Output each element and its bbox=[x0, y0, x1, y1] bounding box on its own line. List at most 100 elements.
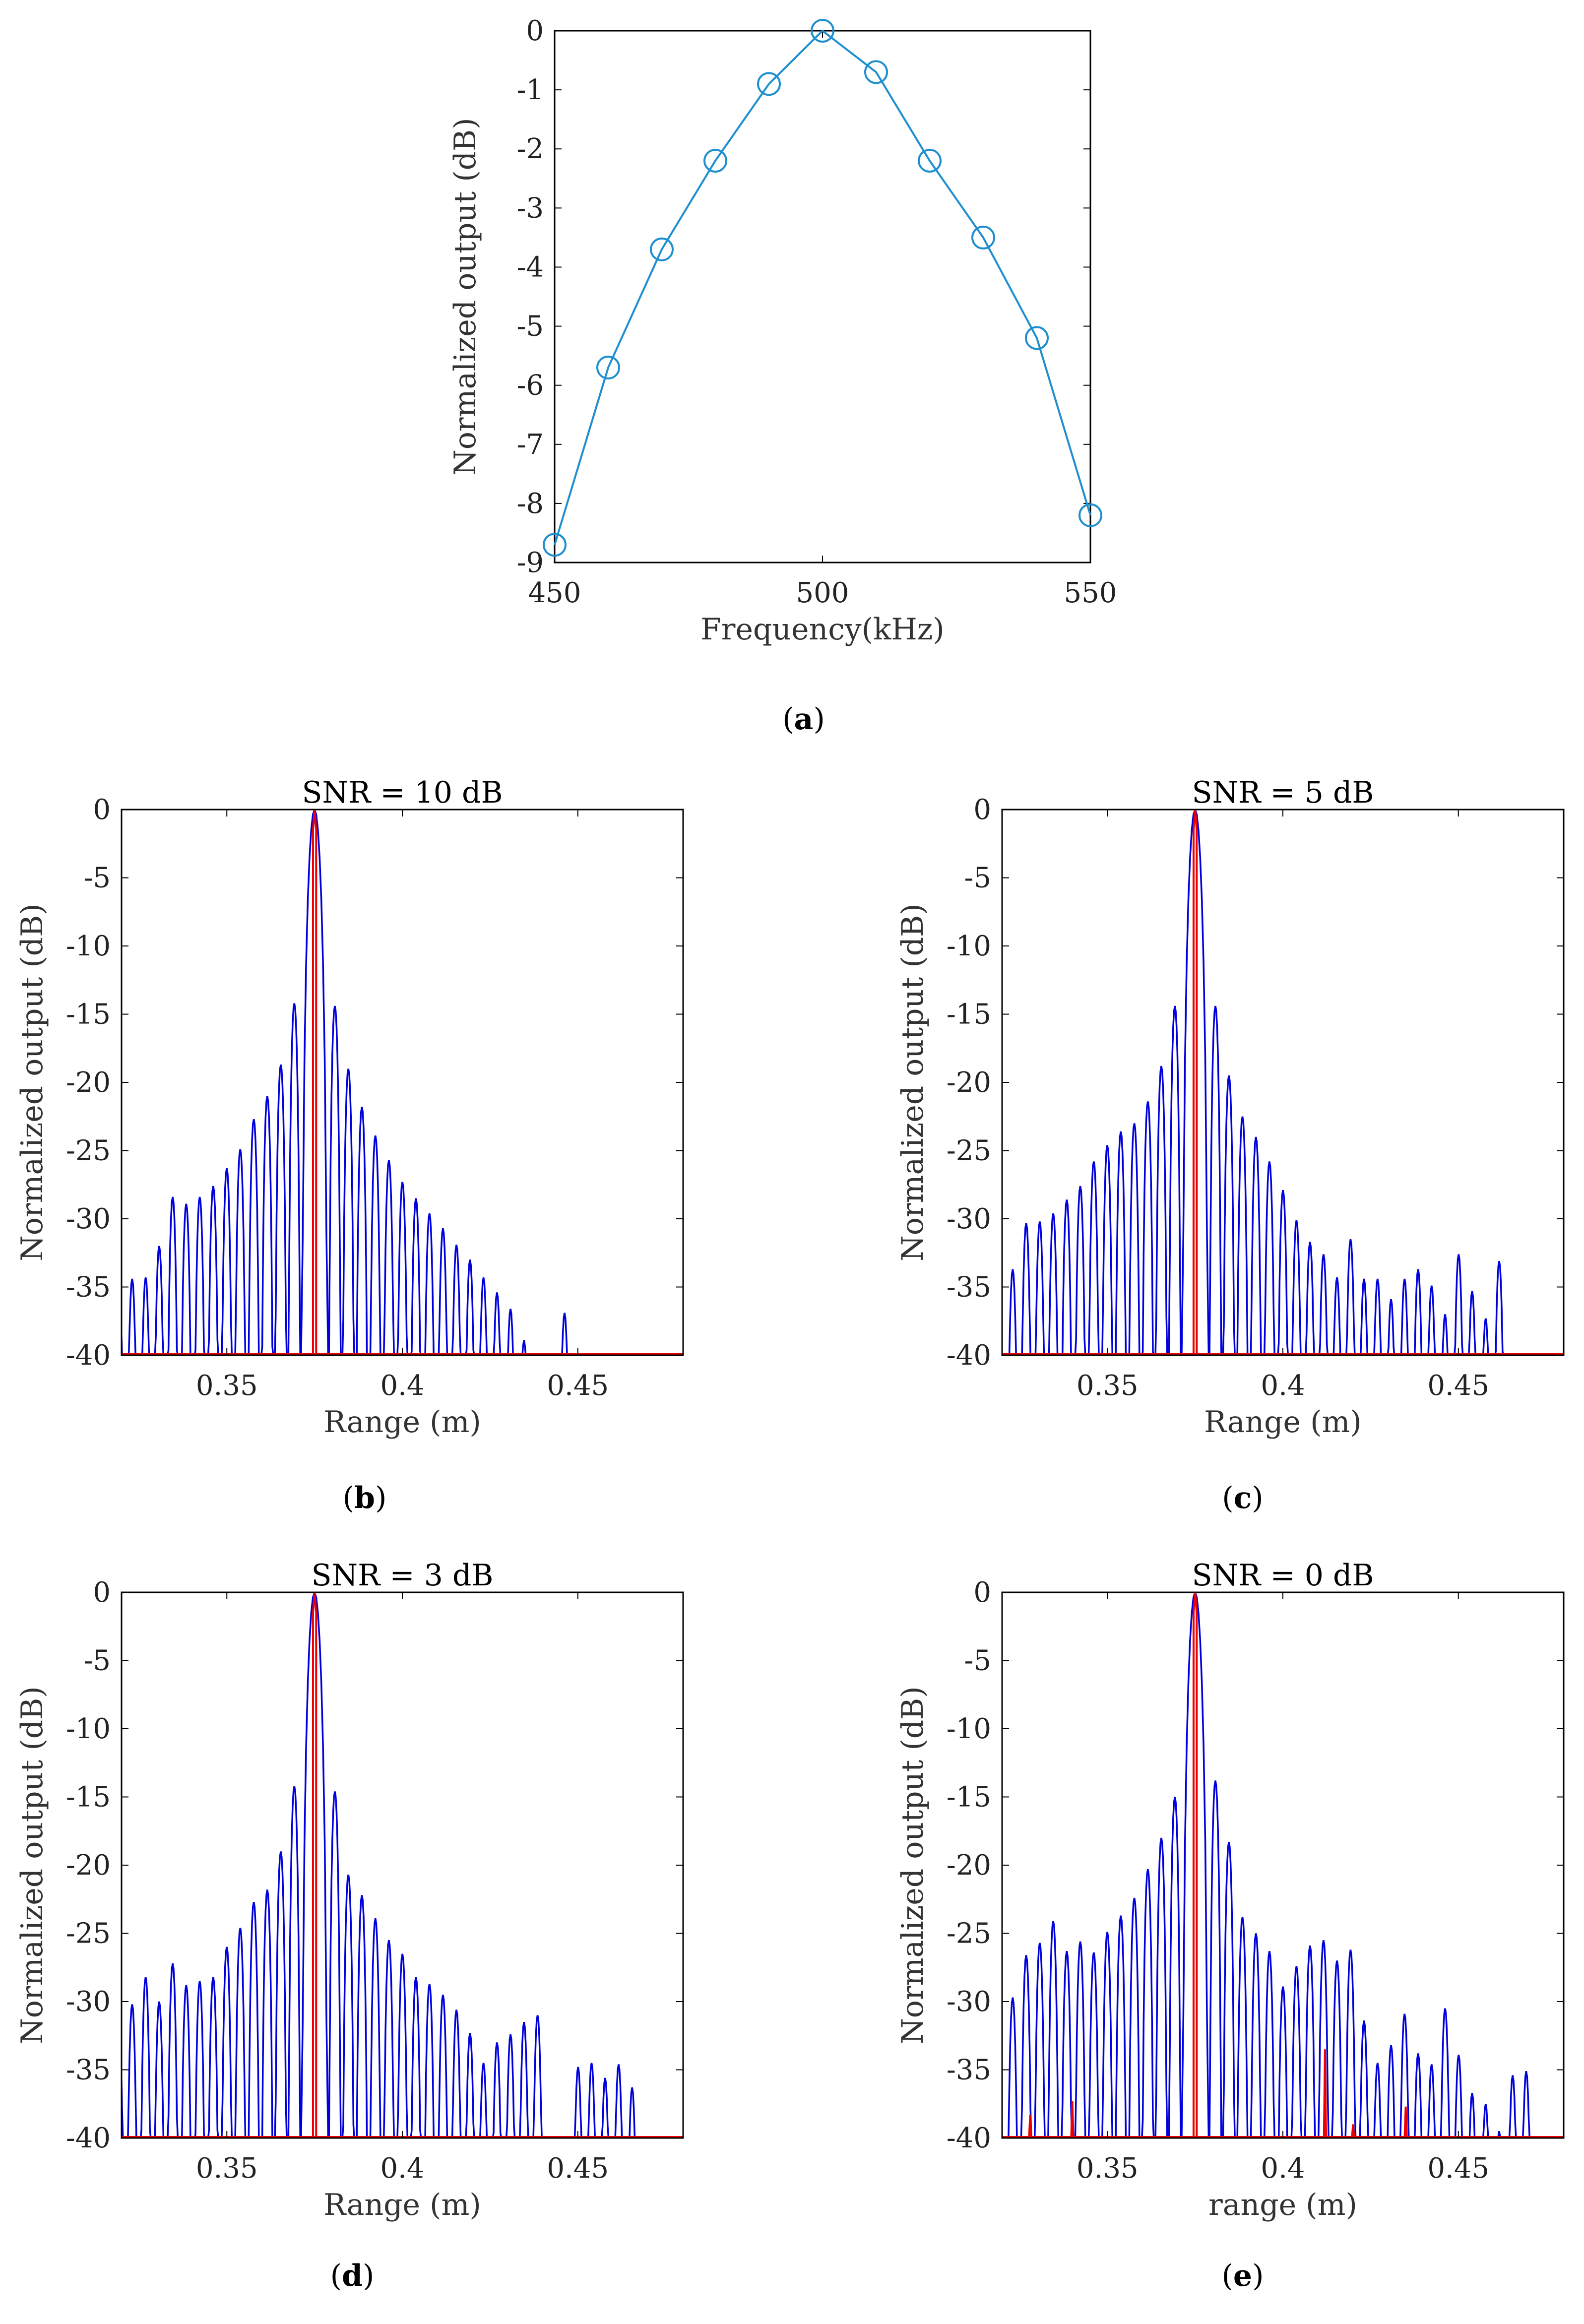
chart-a-caption-letter: a bbox=[794, 702, 814, 737]
chart-e-sidelobe bbox=[1519, 2071, 1533, 2138]
chart-e-ytick-label: -10 bbox=[947, 1713, 991, 1745]
chart-a-data-point bbox=[918, 149, 942, 173]
chart-c-sidelobe bbox=[1168, 1005, 1182, 1355]
chart-d-sidelobe bbox=[355, 1895, 369, 2138]
chart-a-data-point bbox=[1078, 503, 1102, 527]
chart-b-xlabel: Range (m) bbox=[323, 1405, 481, 1440]
chart-d-caption-paren: ( bbox=[330, 2259, 342, 2293]
chart-d-sidelobe bbox=[477, 2063, 491, 2138]
chart-a-ytick-label: -1 bbox=[516, 74, 544, 106]
chart-b-axes-frame bbox=[121, 809, 684, 1356]
chart-b-sidelobe bbox=[179, 1203, 193, 1355]
chart-d-sidelobe bbox=[598, 2077, 612, 2138]
chart-a-ytick-label: -8 bbox=[516, 488, 544, 520]
chart-a-ytick-label: -3 bbox=[516, 192, 544, 224]
chart-b-sidelobe bbox=[247, 1119, 261, 1355]
chart-d-sidelobe bbox=[220, 1947, 234, 2138]
chart-b-xtick-label: 0.45 bbox=[547, 1370, 609, 1402]
chart-d-sidelobe bbox=[193, 1981, 207, 2138]
chart-c-xtick-label: 0.4 bbox=[1261, 1370, 1305, 1402]
chart-a-ytick-label: -7 bbox=[516, 429, 544, 461]
chart-c-caption-paren: ( bbox=[1222, 1481, 1233, 1515]
chart-b-sidelobe bbox=[395, 1182, 409, 1355]
chart-d-sidelobe bbox=[328, 1791, 342, 2138]
chart-d-ytick-label: -35 bbox=[66, 2054, 111, 2086]
chart-c-xlabel: Range (m) bbox=[1204, 1405, 1362, 1440]
chart-b-sidelobe bbox=[490, 1292, 504, 1355]
chart-b-ytick-label: -40 bbox=[66, 1339, 111, 1372]
chart-c-sidelobe bbox=[1154, 1066, 1168, 1355]
chart-b-xtick-label: 0.35 bbox=[196, 1370, 258, 1402]
chart-c-sidelobe bbox=[1141, 1101, 1155, 1355]
chart-b-ytick-label: -25 bbox=[66, 1135, 111, 1167]
chart-e-sidelobe bbox=[1276, 1986, 1290, 2138]
chart-e-sidelobe bbox=[1317, 1940, 1331, 2138]
chart-e-ytick-label: -40 bbox=[947, 2122, 991, 2154]
chart-d-sidelobe bbox=[395, 1953, 409, 2138]
chart-e-ytick-label: -20 bbox=[947, 1849, 991, 1882]
chart-a-caption-paren: ) bbox=[813, 702, 824, 737]
chart-d-ytick-label: -40 bbox=[66, 2122, 111, 2154]
chart-e-proposed-peak bbox=[1192, 1592, 1198, 2137]
chart-d-caption: (d) bbox=[330, 2259, 375, 2293]
chart-c-sidelobe bbox=[1100, 1145, 1114, 1355]
chart-b-sidelobe bbox=[558, 1313, 571, 1355]
chart-a-ytick-label: -2 bbox=[516, 133, 544, 165]
chart-b-sidelobe bbox=[477, 1277, 491, 1355]
chart-e-sidelobe bbox=[1492, 2131, 1506, 2138]
chart-a-xlabel: Frequency(kHz) bbox=[700, 612, 945, 647]
chart-a-ytick-label: -6 bbox=[516, 370, 544, 402]
chart-b-main-lobe bbox=[300, 810, 329, 1355]
chart-c-sidelobe bbox=[1425, 1285, 1439, 1355]
chart-e-sidelobe bbox=[1074, 1941, 1087, 2138]
chart-b-sidelobe bbox=[341, 1068, 355, 1355]
chart-c-caption-letter: c bbox=[1234, 1481, 1252, 1515]
chart-c-xtick-label: 0.45 bbox=[1427, 1370, 1489, 1402]
chart-e-sidelobe bbox=[1168, 1797, 1182, 2138]
chart-c-plot-area bbox=[1002, 810, 1564, 1355]
chart-e-sidelobe bbox=[1208, 1780, 1222, 2138]
chart-e-sidelobe bbox=[1452, 2055, 1465, 2138]
chart-b-sidelobe bbox=[517, 1340, 531, 1355]
chart-b-sidelobe bbox=[220, 1168, 234, 1355]
chart-e-xtick-label: 0.4 bbox=[1261, 2152, 1305, 2185]
chart-c-sidelobe bbox=[1006, 1269, 1019, 1355]
chart-d-sidelobe bbox=[612, 2064, 626, 2138]
chart-e-plot-area bbox=[1002, 1592, 1564, 2138]
chart-b-sidelobe bbox=[193, 1196, 207, 1355]
chart-d-ytick-label: -25 bbox=[66, 1918, 111, 1950]
chart-d-sidelobe bbox=[206, 1977, 220, 2138]
chart-d-ytick-label: 0 bbox=[93, 1576, 111, 1609]
chart-c-sidelobe bbox=[1343, 1239, 1357, 1355]
chart-c-xtick-label: 0.35 bbox=[1077, 1370, 1139, 1402]
chart-d-sidelobe bbox=[179, 1985, 193, 2138]
chart-c-sidelobe bbox=[1087, 1161, 1101, 1355]
chart-a-ytick-label: -4 bbox=[516, 251, 544, 283]
chart-d-xtick-label: 0.4 bbox=[380, 2152, 424, 2185]
chart-d-sidelobe bbox=[341, 1875, 355, 2138]
chart-b-plot-area bbox=[122, 810, 683, 1355]
chart-a-data-point bbox=[811, 19, 834, 43]
chart-d-plot-area bbox=[122, 1592, 683, 2138]
chart-c-sidelobe bbox=[1438, 1314, 1452, 1355]
chart-e-sidelobe bbox=[1411, 2053, 1425, 2138]
chart-d-sidelobe bbox=[247, 1901, 261, 2138]
chart-e-proposed-spike bbox=[1028, 2115, 1032, 2137]
chart-d-ytick-label: -10 bbox=[66, 1713, 111, 1745]
chart-e-sidelobe bbox=[1127, 1897, 1141, 2138]
chart-b-sidelobe bbox=[436, 1228, 450, 1355]
chart-e-sidelobe bbox=[1154, 1837, 1168, 2138]
chart-c-sidelobe bbox=[1492, 1261, 1506, 1355]
chart-d-sidelobe bbox=[504, 2034, 517, 2138]
chart-b-sidelobe bbox=[409, 1198, 423, 1355]
chart-a-data-point bbox=[543, 533, 567, 557]
chart-c-sidelobe bbox=[1208, 1005, 1222, 1355]
chart-e-sidelobe bbox=[1263, 1951, 1276, 2138]
chart-b-sidelobe bbox=[504, 1309, 517, 1355]
chart-b-ytick-label: 0 bbox=[93, 794, 111, 826]
chart-e-ytick-label: -5 bbox=[964, 1645, 991, 1677]
chart-d-sidelobe bbox=[122, 2049, 126, 2138]
chart-d-ytick-label: -30 bbox=[66, 1986, 111, 2018]
